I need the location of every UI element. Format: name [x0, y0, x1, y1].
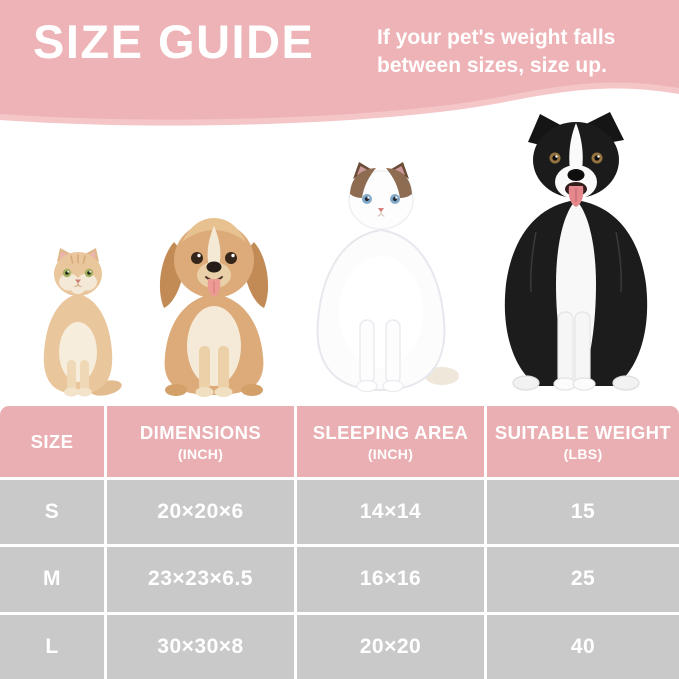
dimensions-value: 23×23×6.5 — [107, 547, 294, 612]
table-row-size-m: M 23×23×6.5 16×16 25 — [0, 547, 679, 612]
banner-wave — [0, 0, 679, 126]
banner-subtitle-line-1: If your pet's weight falls — [377, 26, 616, 49]
border-collie-dog-image — [476, 112, 672, 402]
white-ragdoll-cat-image — [296, 162, 466, 402]
table-row-size-l: L 30×30×8 20×20 40 — [0, 614, 679, 679]
small-cream-cat-image — [30, 248, 126, 400]
column-header-unit: (LBS) — [563, 445, 603, 462]
suitable-weight-value: 25 — [487, 547, 679, 612]
size-table-header-row: SIZE DIMENSIONS (INCH) SLEEPING AREA (IN… — [0, 406, 679, 477]
column-header-label: SUITABLE WEIGHT — [494, 421, 672, 443]
suitable-weight-value: 15 — [487, 480, 679, 545]
column-header-sleeping-area: SLEEPING AREA (INCH) — [297, 406, 484, 477]
column-header-unit: (INCH) — [367, 445, 414, 462]
column-header-size: SIZE — [0, 406, 104, 477]
column-header-label: SIZE — [30, 430, 74, 452]
tan-puppy-image — [136, 208, 292, 402]
size-value: S — [0, 480, 104, 545]
suitable-weight-value: 40 — [487, 614, 679, 679]
table-row-size-s: S 20×20×6 14×14 15 — [0, 480, 679, 545]
page-title: SIZE GUIDE — [33, 15, 315, 68]
column-header-label: DIMENSIONS — [139, 421, 262, 443]
sleeping-area-value: 20×20 — [297, 614, 484, 679]
column-header-dimensions: DIMENSIONS (INCH) — [107, 406, 294, 477]
column-header-unit: (INCH) — [177, 445, 224, 462]
dimensions-value: 30×30×8 — [107, 614, 294, 679]
banner-subtitle-line-2: between sizes, size up. — [377, 54, 607, 77]
banner-subtitle: If your pet's weight falls between sizes… — [377, 24, 615, 80]
sleeping-area-value: 16×16 — [297, 547, 484, 612]
column-header-label: SLEEPING AREA — [312, 421, 469, 443]
size-value: M — [0, 547, 104, 612]
column-header-suitable-weight: SUITABLE WEIGHT (LBS) — [487, 406, 679, 477]
size-table: SIZE DIMENSIONS (INCH) SLEEPING AREA (IN… — [0, 406, 679, 679]
dimensions-value: 20×20×6 — [107, 480, 294, 545]
sleeping-area-value: 14×14 — [297, 480, 484, 545]
size-value: L — [0, 614, 104, 679]
